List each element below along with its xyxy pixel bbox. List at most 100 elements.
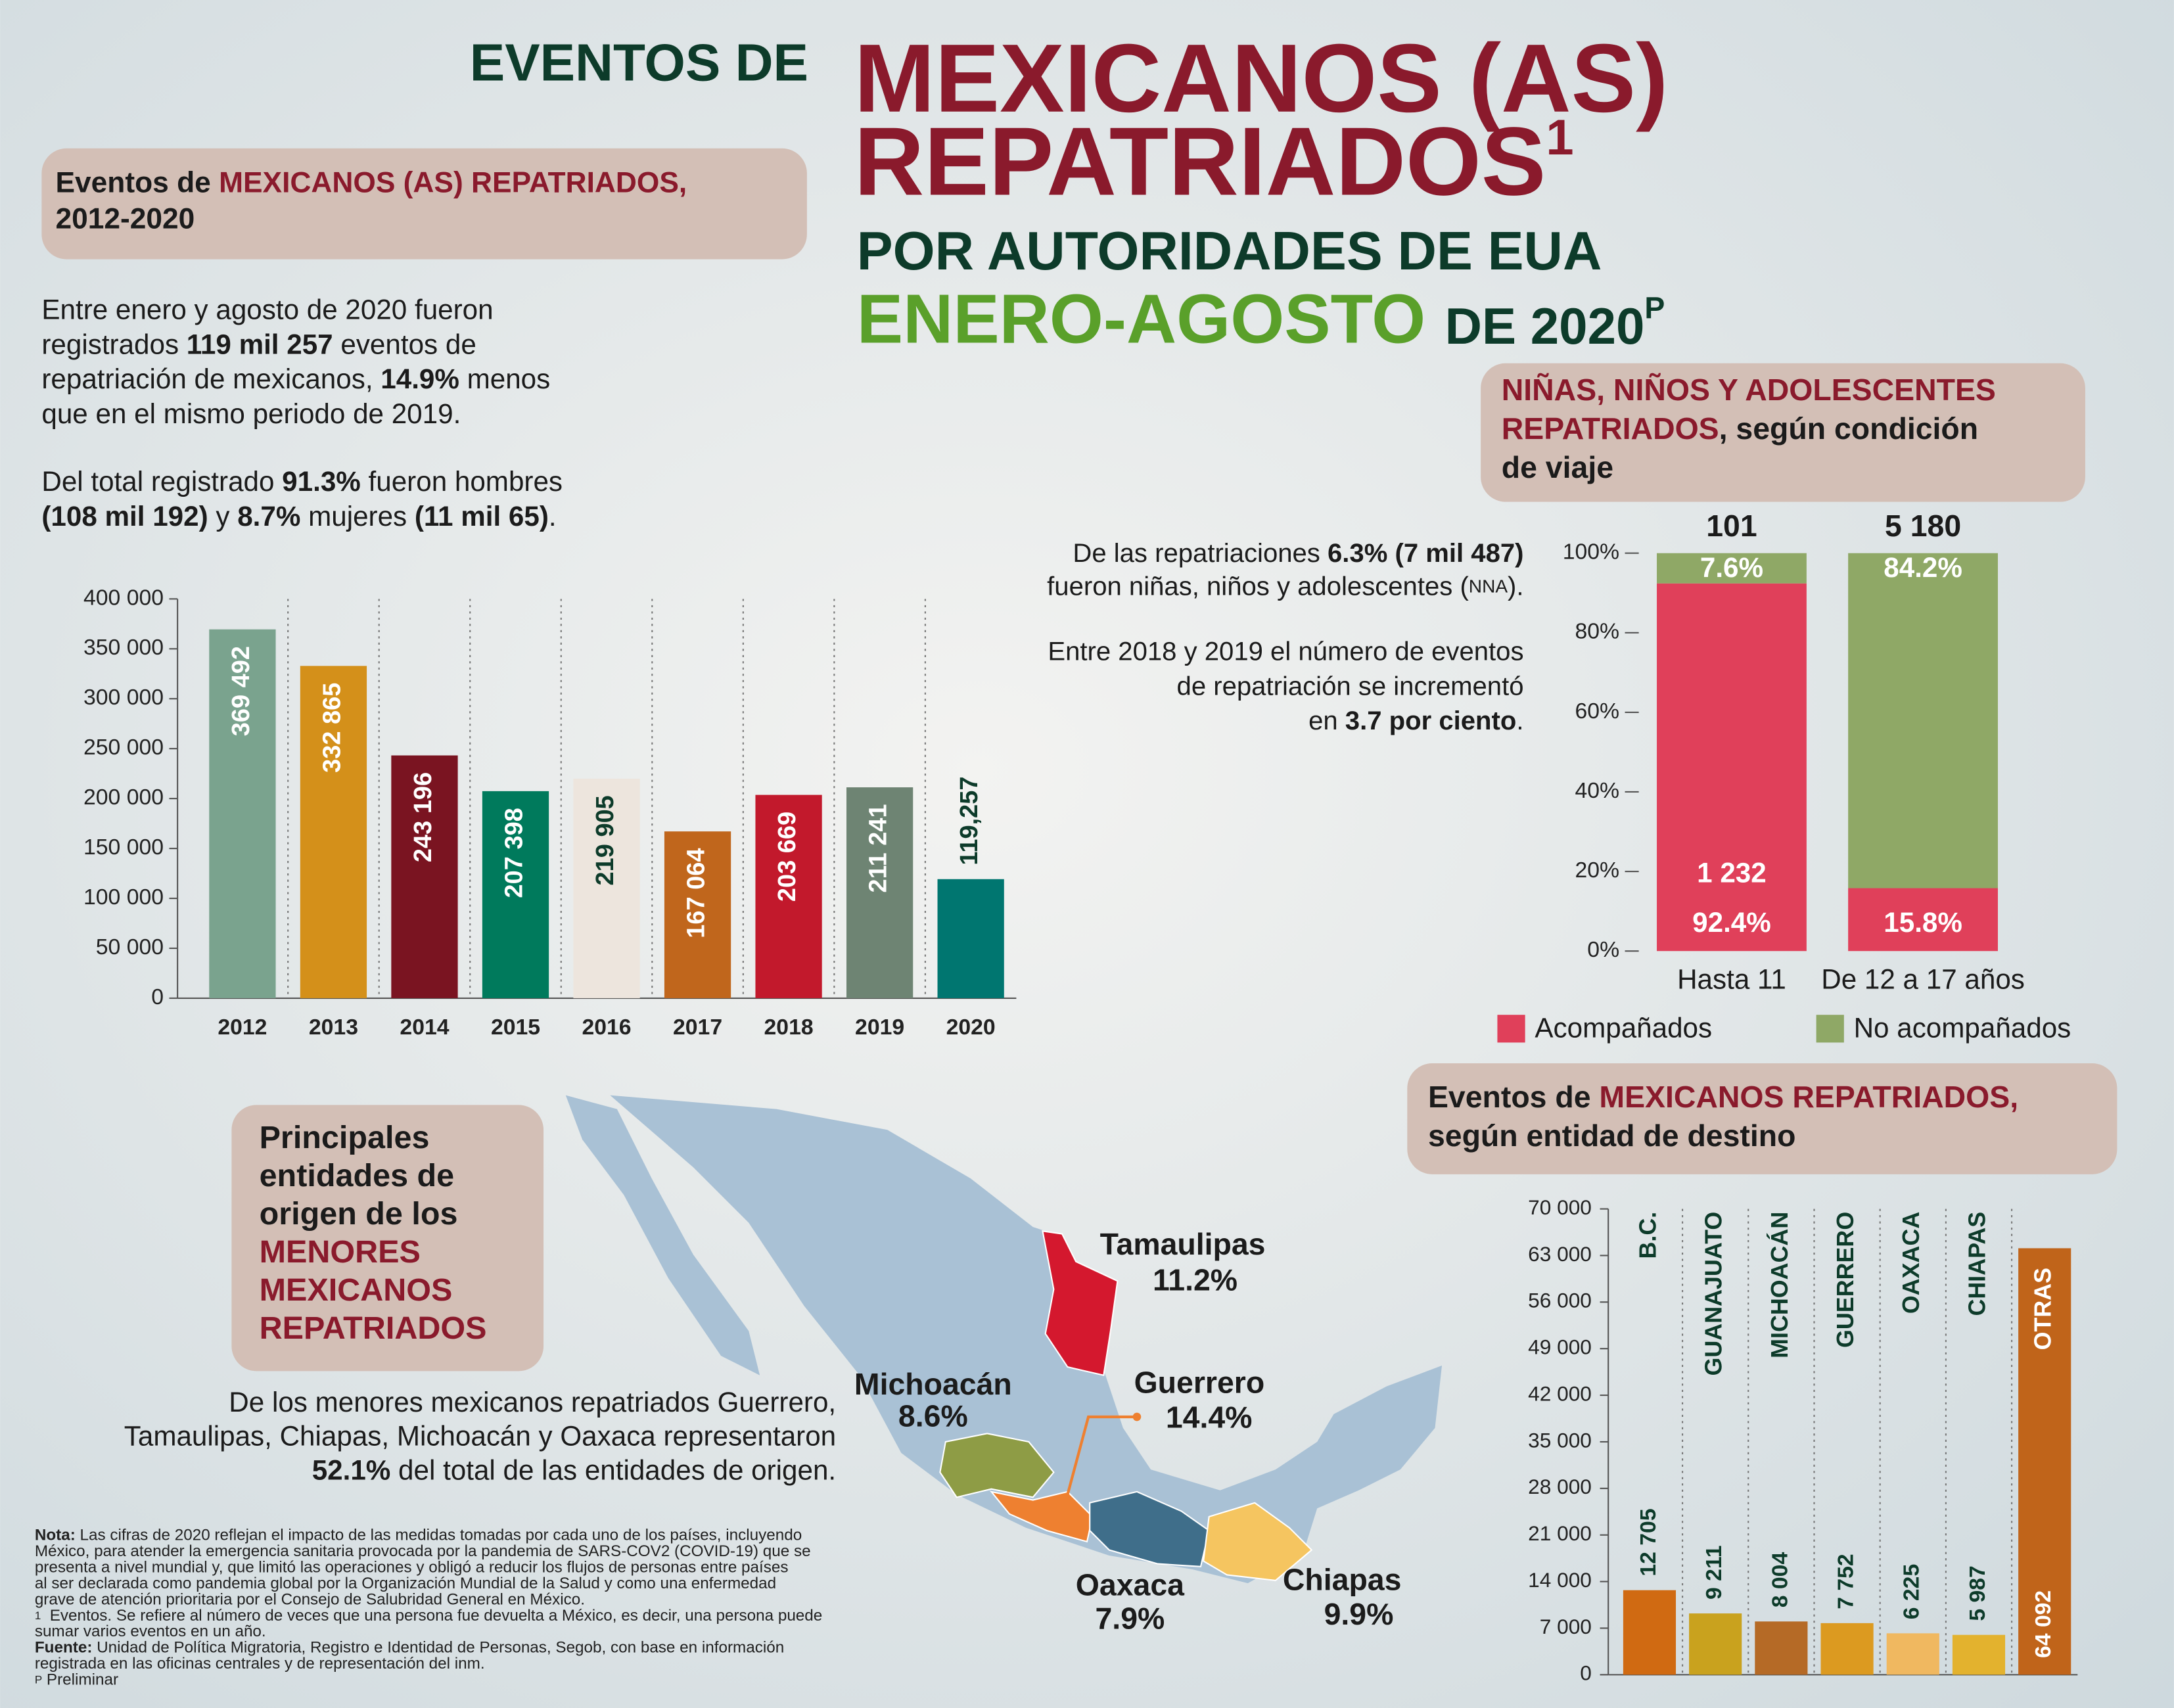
text-segment: 8.7% [237,501,300,532]
box-title: NIÑAS, NIÑOS Y ADOLESCENTES [1502,373,1996,407]
text-segment: . [1516,706,1523,735]
value-label: 12 705 [1636,1508,1661,1576]
y-tick-label: 49 000 [1528,1335,1592,1359]
bar [846,787,914,998]
map-state [1203,1502,1313,1582]
bar [209,629,276,998]
state-share: 7.9% [1096,1601,1165,1635]
map-state [1089,1490,1210,1567]
bar [573,778,640,998]
text-line: de repatriación se incrementó [1177,672,1524,701]
title-pre: EVENTOS DE [470,32,808,91]
text-line: (108 mil 192) y 8.7% mujeres (11 mil 65)… [41,501,556,532]
text-segment: en [1308,706,1345,735]
text-segment: 6.3% (7 mil 487) [1328,538,1524,567]
legend-swatch [1497,1015,1525,1043]
section-box [1481,363,2085,502]
bar [755,795,822,998]
y-tick-label: 50 000 [96,935,164,959]
y-tick-label: 100% [1563,540,1619,565]
state-name: Oaxaca [1076,1568,1185,1602]
text-line: registrados 119 mil 257 eventos de [41,329,476,360]
value-label: 84.2% [1884,552,1962,583]
text-segment: sumar varios eventos en un año. [35,1623,266,1641]
y-tick-label: 80% [1575,619,1620,644]
y-tick-label: 400 000 [83,585,164,610]
box-title: REPATRIADOS [260,1310,487,1346]
state-share: 14.4% [1166,1400,1253,1434]
text-segment: fueron niñas, niños y adolescentes ( [1047,572,1469,601]
note-line: presenta a nivel mundial y, que limitó l… [35,1559,789,1577]
text-segment: De las repatriaciones [1073,538,1328,567]
text-line: que en el mismo periodo de 2019. [41,398,461,429]
y-tick-label: 100 000 [83,885,164,910]
y-tick-label: 70 000 [1528,1195,1592,1219]
value-label: 5 987 [1965,1565,1990,1621]
text-segment: 52.1% [312,1455,391,1486]
map-state [1042,1230,1119,1376]
text-segment: 1 [35,1609,41,1622]
text-segment: P [35,1674,42,1686]
x-tick-label: 2015 [491,1015,540,1040]
text-segment: MEXICANOS (AS) REPATRIADOS, [219,166,687,198]
text-line: en 3.7 por ciento. [1308,706,1523,735]
note-line: México, para atender la emergencia sanit… [35,1542,811,1560]
value-label: 8 004 [1767,1552,1792,1608]
text-segment: (108 mil 192) [41,501,208,532]
text-segment: origen de los [260,1196,458,1232]
state-name: Guerrero [1134,1366,1265,1400]
text-segment: registrada en las oficinas centrales y d… [35,1655,485,1673]
map-land [565,1095,760,1375]
text-segment: ). [1508,572,1523,601]
y-tick-label: 63 000 [1528,1242,1592,1266]
bar [1755,1621,1808,1675]
title-main: REPATRIADOS1 [854,107,1574,216]
text-line: Entre enero y agosto de 2020 fueron [41,294,493,325]
bar [482,791,549,998]
value-label: 7.6% [1700,552,1763,583]
y-tick-label: 200 000 [83,785,164,810]
x-tick-label: 2019 [855,1015,904,1040]
value-label: 167 064 [683,848,710,938]
section-box [231,1105,544,1372]
text-segment: . [549,501,557,532]
box-title: Eventos de MEXICANOS REPATRIADOS, [1428,1080,2018,1114]
y-tick-label: 21 000 [1528,1521,1592,1545]
text-segment: Tamaulipas, Chiapas, Michoacán y Oaxaca … [124,1421,836,1452]
value-label: 332 865 [318,683,346,773]
text-segment: Las cifras de 2020 reflejan el impacto d… [76,1527,802,1544]
state-share: 11.2% [1153,1263,1237,1297]
note-line: 1 Eventos. Se refiere al número de veces… [35,1607,822,1625]
box-title: MENORES [260,1234,421,1270]
text-segment: Nota: [35,1527,76,1544]
category-label: GUERRERO [1832,1212,1859,1348]
text-segment: Fuente: [35,1639,93,1657]
title-year: DE 2020 [1445,297,1645,355]
box-title: de viaje [1502,450,1613,484]
box-title: según entidad de destino [1428,1119,1796,1153]
title-main: MEXICANOS (AS) [854,24,1669,133]
bar-segment [1848,888,1998,952]
x-tick-label: 2017 [673,1015,722,1040]
category-label: GUANAJUATO [1701,1212,1727,1376]
text-segment: al ser declarada como pandemia global po… [35,1575,776,1592]
text-line: Tamaulipas, Chiapas, Michoacán y Oaxaca … [124,1421,836,1452]
box-title: MEXICANOS [260,1272,453,1308]
text-line: Entre 2018 y 2019 el número de eventos [1048,637,1523,666]
text-segment: De los menores mexicanos repatriados Gue… [229,1387,836,1418]
bar [1820,1623,1874,1675]
y-tick-label: 250 000 [83,735,164,760]
y-tick-label: 20% [1575,858,1620,883]
box-title: entidades de [260,1158,455,1193]
y-tick-label: 0% [1587,937,1619,962]
text-segment: 14.9% [381,363,459,394]
box-title: origen de los [260,1196,458,1232]
x-tick-label: Hasta 11 [1677,964,1786,995]
legend-label: No acompañados [1854,1013,2071,1044]
box-title: 2012-2020 [55,202,195,235]
text-segment: (11 mil 65) [415,501,549,532]
note-line: Fuente: Unidad de Política Migratoria, R… [35,1639,784,1657]
section-box [1407,1063,2117,1174]
